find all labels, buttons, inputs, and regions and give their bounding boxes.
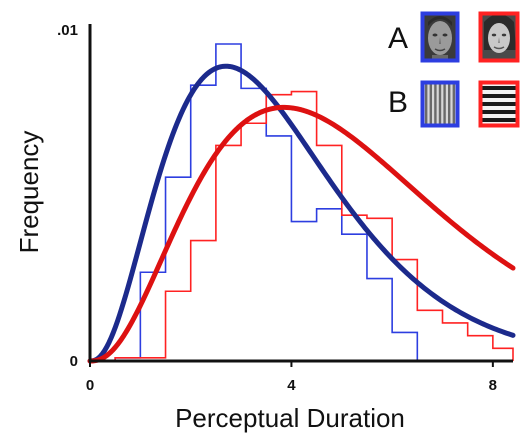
fit-curve-layer bbox=[87, 63, 516, 364]
face-photo-icon bbox=[420, 11, 460, 63]
y-tick-label: 0 bbox=[70, 353, 78, 370]
histogram-bin-series-2 bbox=[392, 260, 417, 361]
fit-curve-series-2 bbox=[87, 104, 516, 364]
histogram-bin-series-1 bbox=[392, 332, 417, 361]
histogram-bin-series-1 bbox=[216, 44, 241, 361]
histogram-series-1 bbox=[90, 43, 513, 362]
legend-swatch-red-a bbox=[478, 11, 520, 63]
histogram-bin-series-2 bbox=[241, 123, 266, 361]
legend: A B bbox=[388, 11, 520, 128]
histogram-bin-series-1 bbox=[317, 209, 342, 361]
histogram-bin-series-1 bbox=[191, 85, 216, 361]
histogram-bin-series-1 bbox=[140, 272, 165, 361]
histogram-bin-series-2 bbox=[266, 95, 291, 361]
face-photo-icon bbox=[478, 11, 520, 63]
histogram-bin-series-2 bbox=[443, 323, 468, 361]
histogram-bin-series-1 bbox=[266, 136, 291, 361]
y-axis-title: Frequency bbox=[14, 131, 44, 254]
histogram-bin-series-1 bbox=[342, 234, 367, 361]
histogram-bin-series-2 bbox=[493, 348, 513, 361]
legend-letter-b: B bbox=[388, 86, 408, 119]
histogram-bin-series-2 bbox=[342, 215, 367, 361]
legend-letter-a: A bbox=[388, 22, 408, 55]
legend-swatch-blue-b bbox=[420, 80, 460, 128]
histogram-bin-series-2 bbox=[468, 336, 493, 361]
histogram-bin-series-2 bbox=[417, 310, 442, 361]
y-tick-label: .01 bbox=[57, 22, 78, 39]
histogram-bin-series-2 bbox=[216, 145, 241, 361]
histogram-bin-series-2 bbox=[367, 218, 392, 361]
histogram-layer bbox=[90, 43, 514, 362]
legend-swatch-red-b bbox=[478, 80, 520, 128]
tick-layer: 0 4 8 0 .01 bbox=[57, 22, 497, 394]
histogram-bin-series-1 bbox=[367, 279, 392, 361]
x-tick-label: 0 bbox=[86, 377, 94, 394]
legend-swatch-blue-a bbox=[420, 11, 460, 63]
vertical-grating-icon bbox=[420, 80, 460, 128]
x-tick-label: 8 bbox=[489, 377, 497, 394]
histogram-bin-series-2 bbox=[166, 291, 191, 361]
fit-curve-series-1 bbox=[87, 63, 516, 364]
histogram-series-2 bbox=[90, 90, 514, 362]
x-axis-title: Perceptual Duration bbox=[175, 403, 405, 433]
histogram-bin-series-2 bbox=[191, 241, 216, 361]
histogram-bin-series-1 bbox=[291, 222, 316, 361]
x-tick-label: 4 bbox=[287, 377, 296, 394]
histogram-bin-series-1 bbox=[241, 88, 266, 361]
horizontal-grating-icon bbox=[478, 80, 520, 128]
